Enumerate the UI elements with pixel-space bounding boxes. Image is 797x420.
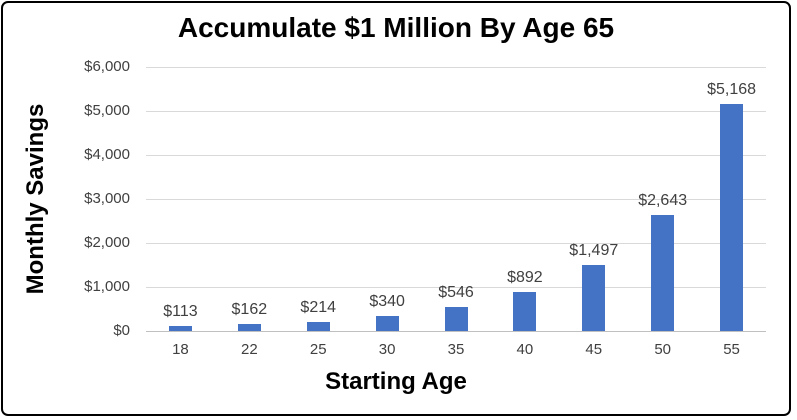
bar-value-label: $1,497 — [569, 242, 619, 259]
bar-value-label: $162 — [231, 301, 268, 318]
x-tick-label: 50 — [654, 341, 671, 358]
bar-age-45 — [582, 265, 606, 331]
chart-frame: Accumulate $1 Million By Age 65 Monthly … — [1, 1, 791, 416]
bar-age-18 — [168, 326, 192, 331]
y-tick-label: $3,000 — [84, 190, 130, 207]
gridline — [146, 155, 766, 156]
gridline — [146, 243, 766, 244]
x-tick-label: 55 — [723, 341, 740, 358]
bar-value-label: $892 — [507, 269, 543, 286]
bar-age-25 — [306, 322, 330, 331]
y-tick-label: $4,000 — [84, 146, 130, 163]
y-tick-label: $5,000 — [84, 102, 130, 119]
bar-age-55 — [720, 104, 744, 331]
bar-value-label: $113 — [163, 303, 198, 320]
gridline — [146, 67, 766, 68]
chart-title: Accumulate $1 Million By Age 65 — [177, 12, 615, 43]
y-tick-label: $2,000 — [84, 234, 130, 251]
gridline — [146, 287, 766, 288]
x-axis-title: Starting Age — [325, 368, 467, 395]
y-tick-label: $6,000 — [84, 58, 130, 75]
y-tick-label: $0 — [113, 322, 130, 339]
x-tick-label: 30 — [378, 341, 396, 358]
bar-value-label: $546 — [438, 284, 474, 301]
gridline — [146, 111, 766, 112]
bar-age-40 — [513, 292, 537, 331]
bar-value-label: $340 — [369, 293, 405, 310]
x-tick-label: 18 — [172, 341, 189, 358]
bar-value-label: $5,168 — [707, 81, 757, 98]
bar-age-50 — [651, 215, 675, 331]
bar-age-22 — [237, 324, 261, 331]
x-tick-label: 22 — [240, 341, 258, 358]
x-tick-label: 45 — [585, 341, 603, 358]
bar-value-label: $2,643 — [638, 192, 688, 209]
y-tick-label: $1,000 — [84, 278, 130, 295]
x-tick-label: 35 — [447, 341, 465, 358]
x-tick-label: 40 — [516, 341, 534, 358]
x-tick-label: 25 — [309, 341, 327, 358]
gridline — [146, 199, 766, 200]
bar-value-label: $214 — [300, 299, 337, 316]
plot-area: $113 $162 $214 $340 $546 $892 $1,497 $2,643 $5,1… — [146, 67, 766, 332]
bar-age-35 — [444, 307, 468, 331]
bar-age-30 — [375, 316, 399, 331]
